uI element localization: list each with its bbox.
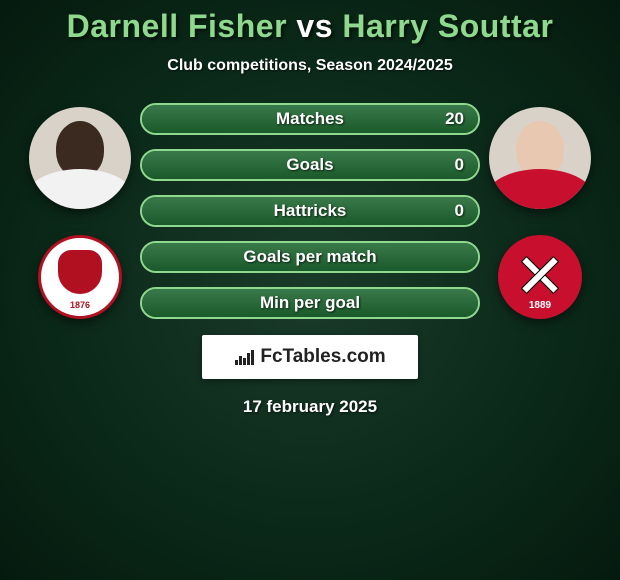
subtitle: Club competitions, Season 2024/2025 — [167, 57, 452, 75]
stat-bar: Min per goal — [140, 287, 480, 319]
main-row: Matches20Goals0Hattricks0Goals per match… — [0, 103, 620, 319]
stat-value: 20 — [445, 105, 464, 133]
stat-value: 0 — [455, 151, 464, 179]
stat-bar: Goals0 — [140, 149, 480, 181]
date-text: 17 february 2025 — [243, 397, 377, 417]
title-vs: vs — [296, 8, 333, 44]
avatar-body — [29, 169, 131, 209]
player2-club-badge: 1889 — [498, 235, 582, 319]
club-year: 1889 — [498, 300, 582, 311]
avatar-body — [489, 169, 591, 209]
player1-avatar — [29, 107, 131, 209]
left-column — [20, 103, 140, 319]
stat-label: Matches — [142, 105, 478, 133]
stat-label: Min per goal — [142, 289, 478, 317]
chart-icon — [234, 348, 256, 366]
stat-bar: Goals per match — [140, 241, 480, 273]
brand-box[interactable]: FcTables.com — [202, 335, 418, 379]
right-column: 1889 — [480, 103, 600, 319]
stat-label: Goals — [142, 151, 478, 179]
stats-column: Matches20Goals0Hattricks0Goals per match… — [140, 103, 480, 319]
player2-avatar — [489, 107, 591, 209]
brand-text: FcTables.com — [260, 346, 385, 368]
stat-bar: Hattricks0 — [140, 195, 480, 227]
stat-label: Goals per match — [142, 243, 478, 271]
stat-label: Hattricks — [142, 197, 478, 225]
title-player1: Darnell Fisher — [67, 8, 287, 44]
comparison-card: Darnell Fisher vs Harry Souttar Club com… — [0, 0, 620, 417]
stat-value: 0 — [455, 197, 464, 225]
player1-club-badge — [38, 235, 122, 319]
title-player2: Harry Souttar — [342, 8, 553, 44]
stat-bar: Matches20 — [140, 103, 480, 135]
page-title: Darnell Fisher vs Harry Souttar — [67, 8, 554, 45]
